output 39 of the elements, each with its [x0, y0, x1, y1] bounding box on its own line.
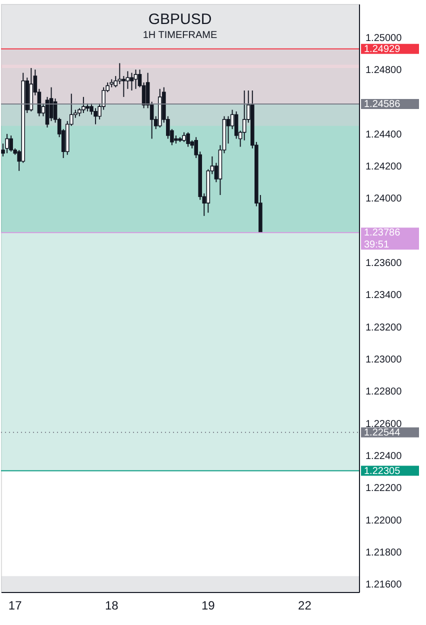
y-tick-label: 1.24000: [366, 194, 402, 205]
y-tick-label: 1.21800: [366, 547, 402, 558]
y-tick-label: 1.22200: [366, 483, 402, 494]
y-tick-label: 1.21600: [366, 580, 402, 591]
candlestick: [122, 76, 126, 98]
candlestick: [94, 108, 98, 125]
x-tick-label: 19: [201, 598, 216, 612]
candlestick: [9, 135, 13, 152]
candlestick: [118, 62, 122, 85]
y-tick-label: 1.22600: [366, 418, 402, 430]
candlestick: [130, 72, 134, 92]
candlestick: [134, 69, 138, 90]
y-tick-label: 1.23600: [366, 258, 402, 270]
candlestick: [186, 132, 190, 148]
y-tick-label: 1.24200: [366, 162, 402, 173]
x-tick-label: 18: [104, 598, 119, 612]
text: 1H TIMEFRAME: [142, 30, 218, 41]
ref-line-label: 1.22544: [364, 427, 401, 438]
y-tick-label: 1.23400: [366, 290, 402, 302]
y-tick-label: 1.22000: [366, 515, 402, 526]
candlestick: [182, 132, 186, 142]
candlestick: [234, 110, 238, 140]
candlestick: [126, 70, 130, 90]
y-tick-label: 1.23000: [366, 354, 402, 366]
ref-line-label: 1.22305: [364, 466, 401, 477]
y-tick-label: 1.25000: [366, 32, 402, 44]
x-tick-label: 17: [8, 598, 22, 612]
ref-line-label: 1.23786 39:51: [364, 228, 401, 251]
y-tick-label: 1.23200: [366, 322, 402, 334]
y-tick-label: 1.24400: [366, 129, 402, 140]
y-tick-label: 1.24800: [366, 65, 402, 76]
y-tick-label: 1.22400: [366, 450, 402, 462]
ref-line-label: 1.24586: [364, 99, 401, 110]
y-tick-label: 1.22800: [366, 386, 402, 398]
candlestick: [5, 133, 9, 154]
ref-line-label: 1.24929: [364, 44, 401, 55]
chart-title: GBPUSD: [148, 11, 212, 28]
candlestick: [82, 96, 86, 114]
x-tick-label: 22: [298, 598, 312, 612]
